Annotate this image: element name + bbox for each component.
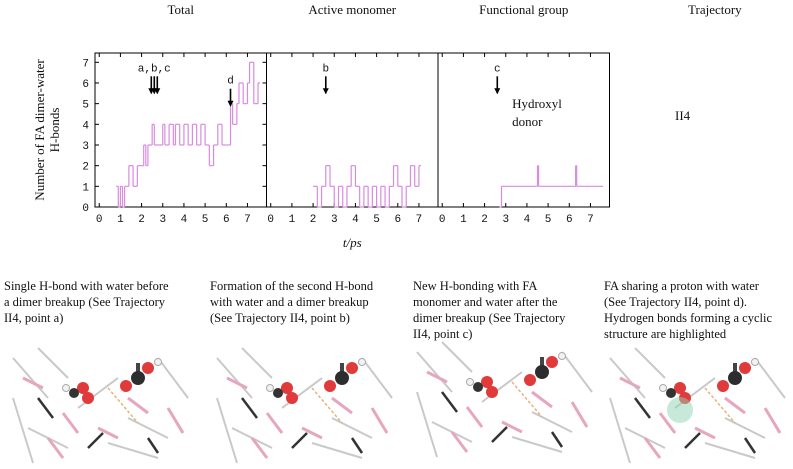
arrow-head xyxy=(227,100,234,107)
x-tick-label: 2 xyxy=(310,214,317,226)
x-tick-label: 5 xyxy=(545,214,552,226)
molecule-image xyxy=(215,346,394,465)
x-tick-label: 6 xyxy=(566,214,573,226)
x-axis-label: t/ps xyxy=(343,235,362,250)
caption: (See Trajectory II4, point b) xyxy=(210,311,350,325)
y-tick-label: 5 xyxy=(82,100,89,112)
x-tick-label: 6 xyxy=(223,214,230,226)
x-tick-label: 2 xyxy=(481,214,488,226)
plot-frame xyxy=(266,52,439,208)
x-tick-label: 3 xyxy=(331,214,338,226)
x-tick-label: 3 xyxy=(502,214,509,226)
molecule-image xyxy=(11,346,190,465)
x-tick-label: 5 xyxy=(202,214,209,226)
panel-title: Functional group xyxy=(479,2,568,17)
annotation-label: c xyxy=(494,63,501,75)
series xyxy=(116,61,261,208)
arrow-head xyxy=(154,88,161,95)
x-tick-label: 7 xyxy=(587,214,594,226)
caption: a dimer breakup (See Trajectory xyxy=(4,295,166,309)
y-tick-label: 1 xyxy=(82,182,89,194)
x-tick-label: 3 xyxy=(159,214,166,226)
x-tick-label: 1 xyxy=(117,214,124,226)
caption: monomer and water after the xyxy=(413,295,558,309)
x-tick-label: 1 xyxy=(289,214,296,226)
series xyxy=(499,165,604,208)
x-tick-label: 7 xyxy=(244,214,251,226)
caption: II4, point c) xyxy=(413,327,472,341)
annotation-text: Hydroxyl xyxy=(512,96,562,111)
molecule-image xyxy=(415,340,594,459)
column-header: Trajectory xyxy=(688,2,742,17)
y-tick-label: 3 xyxy=(82,141,89,153)
y-tick-label: 6 xyxy=(82,79,89,91)
y-tick-label: 0 xyxy=(82,203,89,215)
caption: with water and a dimer breakup xyxy=(210,295,369,309)
annotation-label: b xyxy=(322,63,329,75)
x-tick-label: 2 xyxy=(138,214,145,226)
caption: dimer breakup (See Trajectory xyxy=(413,311,566,325)
arrow-head xyxy=(322,88,329,95)
caption: FA sharing a proton with water xyxy=(604,279,760,293)
caption: Single H-bond with water before xyxy=(4,279,169,293)
annotation-label: d xyxy=(227,76,234,88)
x-tick-label: 4 xyxy=(352,214,359,226)
y-axis-label: H-bonds xyxy=(47,108,62,153)
arrow-head xyxy=(494,88,501,95)
plot-frame xyxy=(94,52,267,208)
y-axis-label: Number of FA dimer-water xyxy=(32,59,47,201)
x-tick-label: 4 xyxy=(524,214,531,226)
caption: (See Trajectory II4, point d). xyxy=(604,295,747,309)
x-tick-label: 0 xyxy=(267,214,274,226)
y-tick-label: 7 xyxy=(82,58,89,70)
caption: New H-bonding with FA xyxy=(413,279,537,293)
caption: II4, point a) xyxy=(4,311,63,325)
x-tick-label: 6 xyxy=(394,214,401,226)
series xyxy=(313,165,421,208)
caption: structure are highlighted xyxy=(604,327,727,341)
x-tick-label: 1 xyxy=(460,214,467,226)
annotation-label: a,b,c xyxy=(138,63,171,75)
plot-frame xyxy=(437,52,610,208)
x-tick-label: 0 xyxy=(439,214,446,226)
panel-title: Active monomer xyxy=(308,2,396,17)
x-tick-label: 4 xyxy=(181,214,188,226)
x-tick-label: 0 xyxy=(96,214,103,226)
panel-title: Total xyxy=(167,2,194,17)
y-tick-label: 2 xyxy=(82,162,89,174)
caption: Hydrogen bonds forming a cyclic xyxy=(604,311,772,325)
y-tick-label: 4 xyxy=(82,120,89,132)
x-tick-label: 5 xyxy=(373,214,380,226)
caption: Formation of the second H-bond xyxy=(210,279,374,293)
highlight xyxy=(667,397,693,423)
molecule-image xyxy=(608,346,787,465)
annotation-text: donor xyxy=(512,114,543,129)
trajectory-label: II4 xyxy=(675,108,691,123)
x-tick-label: 7 xyxy=(416,214,423,226)
